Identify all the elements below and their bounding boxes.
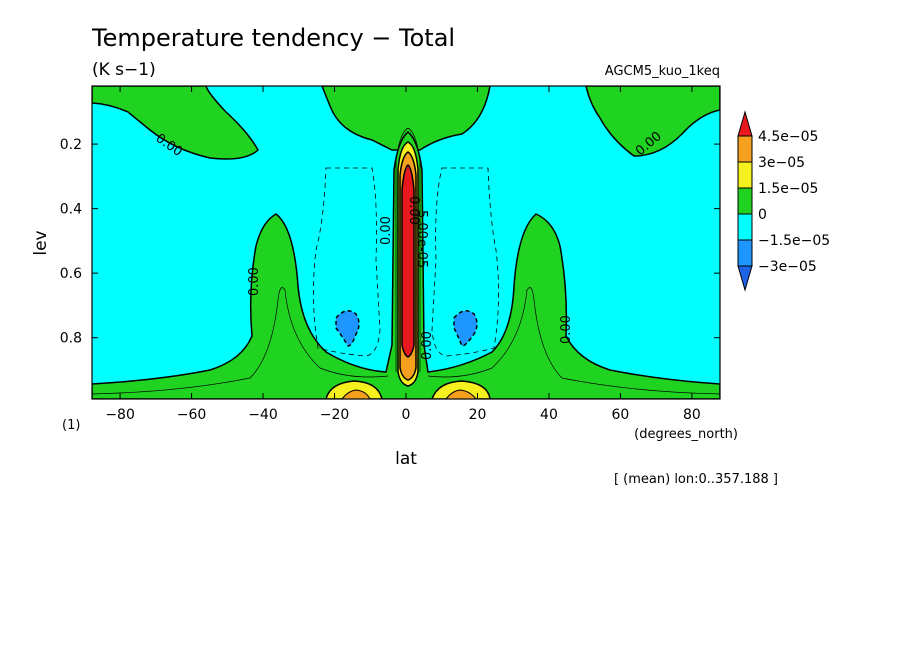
x-tick-label: −60 [177, 407, 207, 423]
averaging-note: [ (mean) lon:0..357.188 ] [614, 472, 778, 487]
red-column [401, 164, 415, 358]
orange-lobe-right [445, 389, 477, 399]
colorbar: 4.5e−05 3e−05 1.5e−05 0 −1.5e−05 −3e−05 [737, 110, 830, 292]
x-tick-label: −80 [105, 407, 135, 423]
contour-label-7: 0.00 [406, 196, 421, 225]
colorbar-segment [737, 135, 753, 163]
colorbar-label: 0 [758, 207, 767, 223]
y-axis-label: lev [31, 230, 51, 255]
colorbar-segment [737, 161, 753, 189]
y-units-label: (1) [62, 418, 80, 433]
colorbar-label: −3e−05 [758, 259, 817, 275]
colorbar-label: 1.5e−05 [758, 181, 818, 197]
y-tick-label: 0.2 [60, 137, 82, 153]
x-tick-label: 60 [612, 407, 630, 423]
blue-blob-left [335, 310, 360, 347]
colorbar-segment [737, 213, 753, 241]
chart-title: Temperature tendency − Total [91, 24, 455, 52]
units-label: (K s−1) [92, 60, 156, 80]
colorbar-label: 3e−05 [758, 155, 805, 171]
contour-label-5: 0.00 [379, 216, 394, 245]
x-tick-label: 40 [540, 407, 558, 423]
y-axis: 0.2 0.4 0.6 0.8 [60, 137, 720, 347]
colorbar-label: 4.5e−05 [758, 129, 818, 145]
colorbar-bottom-triangle [737, 265, 753, 292]
contour-label-8: 5.00e-05 [414, 210, 429, 268]
y-tick-label: 0.8 [60, 331, 82, 347]
x-tick-label: 0 [402, 407, 411, 423]
y-tick-label: 0.6 [60, 266, 82, 282]
dashed-contour-right [431, 167, 499, 357]
blue-blob-right [453, 310, 478, 347]
x-tick-label: 80 [683, 407, 701, 423]
contour-label-4: 0.00 [559, 315, 574, 344]
thin-contour-right [427, 287, 720, 395]
x-tick-label: 20 [469, 407, 487, 423]
orange-lobe-left [341, 389, 371, 399]
green-region-top-left [92, 86, 259, 160]
model-label: AGCM5_kuo_1keq [605, 64, 720, 79]
x-axis-label: lat [395, 449, 417, 469]
x-tick-label: −40 [248, 407, 278, 423]
green-region-top-right [585, 86, 720, 157]
x-units-label: (degrees_north) [634, 427, 738, 442]
x-axis: −80 −60 −40 −20 0 20 40 60 80 [105, 86, 701, 423]
dashed-contour-left [313, 167, 381, 357]
x-tick-label: −20 [320, 407, 350, 423]
y-tick-label: 0.4 [60, 202, 82, 218]
colorbar-top-triangle [737, 110, 753, 137]
colorbar-segment [737, 239, 753, 267]
plot-area [92, 86, 720, 399]
thin-contour-left [92, 287, 389, 395]
contour-label-3: 0.00 [247, 267, 262, 296]
contour-label-6: 0.00 [420, 331, 435, 360]
colorbar-segment [737, 187, 753, 215]
thin-contour-column [395, 127, 421, 372]
colorbar-label: −1.5e−05 [758, 233, 830, 249]
green-region-top-center [321, 86, 491, 151]
